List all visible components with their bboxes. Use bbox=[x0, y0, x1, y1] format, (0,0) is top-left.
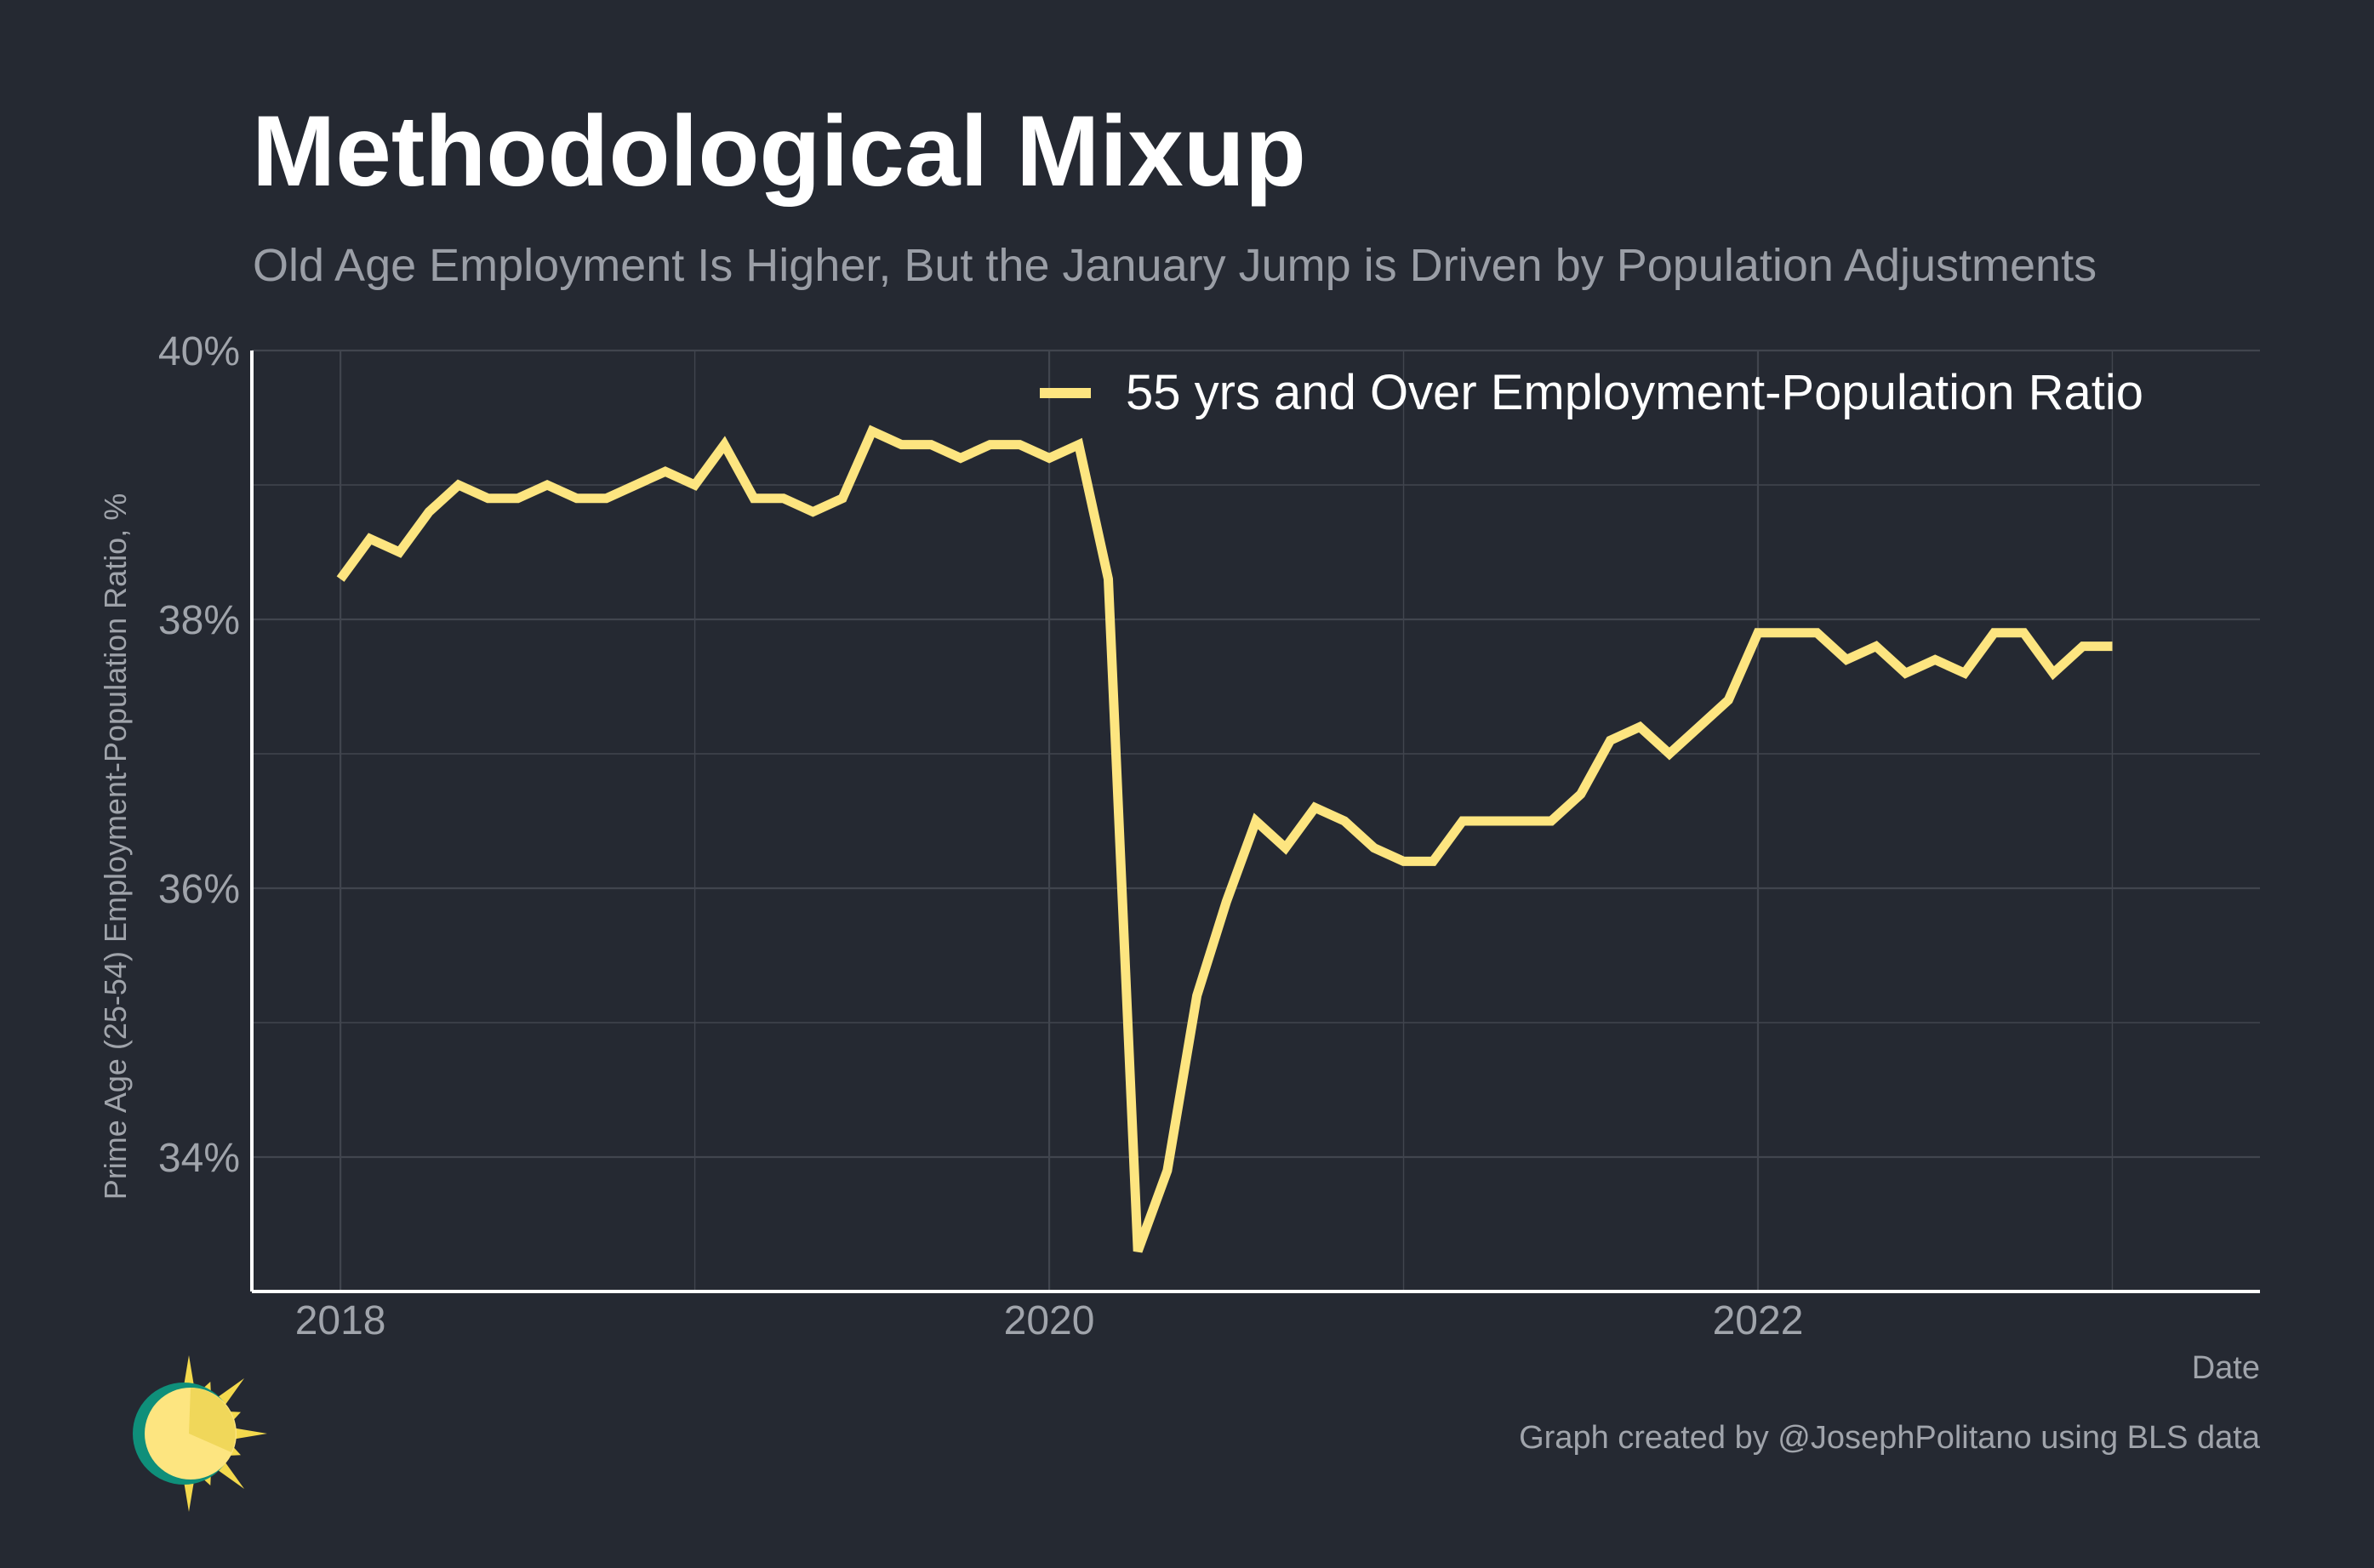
x-axis-title: Date bbox=[2192, 1350, 2260, 1386]
y-axis-title: Prime Age (25-54) Employment-Population … bbox=[98, 493, 133, 1200]
y-tick-labels: 34% 36% 38% 40% bbox=[158, 329, 240, 1181]
sun-clock-logo bbox=[133, 1355, 267, 1512]
y-tick-label: 40% bbox=[158, 329, 240, 374]
y-tick-label: 34% bbox=[158, 1136, 240, 1181]
x-tick-labels: 2018 2020 2022 bbox=[295, 1298, 1804, 1343]
legend: 55 yrs and Over Employment-Population Ra… bbox=[1040, 365, 2143, 420]
axes bbox=[250, 351, 2260, 1293]
logo-clock-hand bbox=[189, 1388, 236, 1452]
sun-ray bbox=[183, 1355, 195, 1390]
chart-subtitle: Old Age Employment Is Higher, But the Ja… bbox=[253, 240, 2097, 291]
y-tick-label: 36% bbox=[158, 867, 240, 912]
legend-label: 55 yrs and Over Employment-Population Ra… bbox=[1126, 365, 2143, 420]
grid-lines bbox=[252, 349, 2260, 1292]
sun-ray bbox=[232, 1428, 267, 1440]
sun-ray bbox=[215, 1460, 245, 1490]
source-caption: Graph created by @JosephPolitano using B… bbox=[1519, 1420, 2261, 1456]
x-tick-label: 2018 bbox=[295, 1298, 386, 1343]
chart-title: Methodological Mixup bbox=[252, 95, 1306, 208]
series-layer bbox=[336, 425, 2113, 1253]
x-tick-label: 2020 bbox=[1004, 1298, 1095, 1343]
series-line bbox=[336, 425, 2113, 1253]
sun-ray bbox=[183, 1477, 195, 1512]
sun-ray bbox=[215, 1377, 245, 1407]
y-tick-label: 38% bbox=[158, 598, 240, 643]
x-tick-label: 2022 bbox=[1713, 1298, 1804, 1343]
